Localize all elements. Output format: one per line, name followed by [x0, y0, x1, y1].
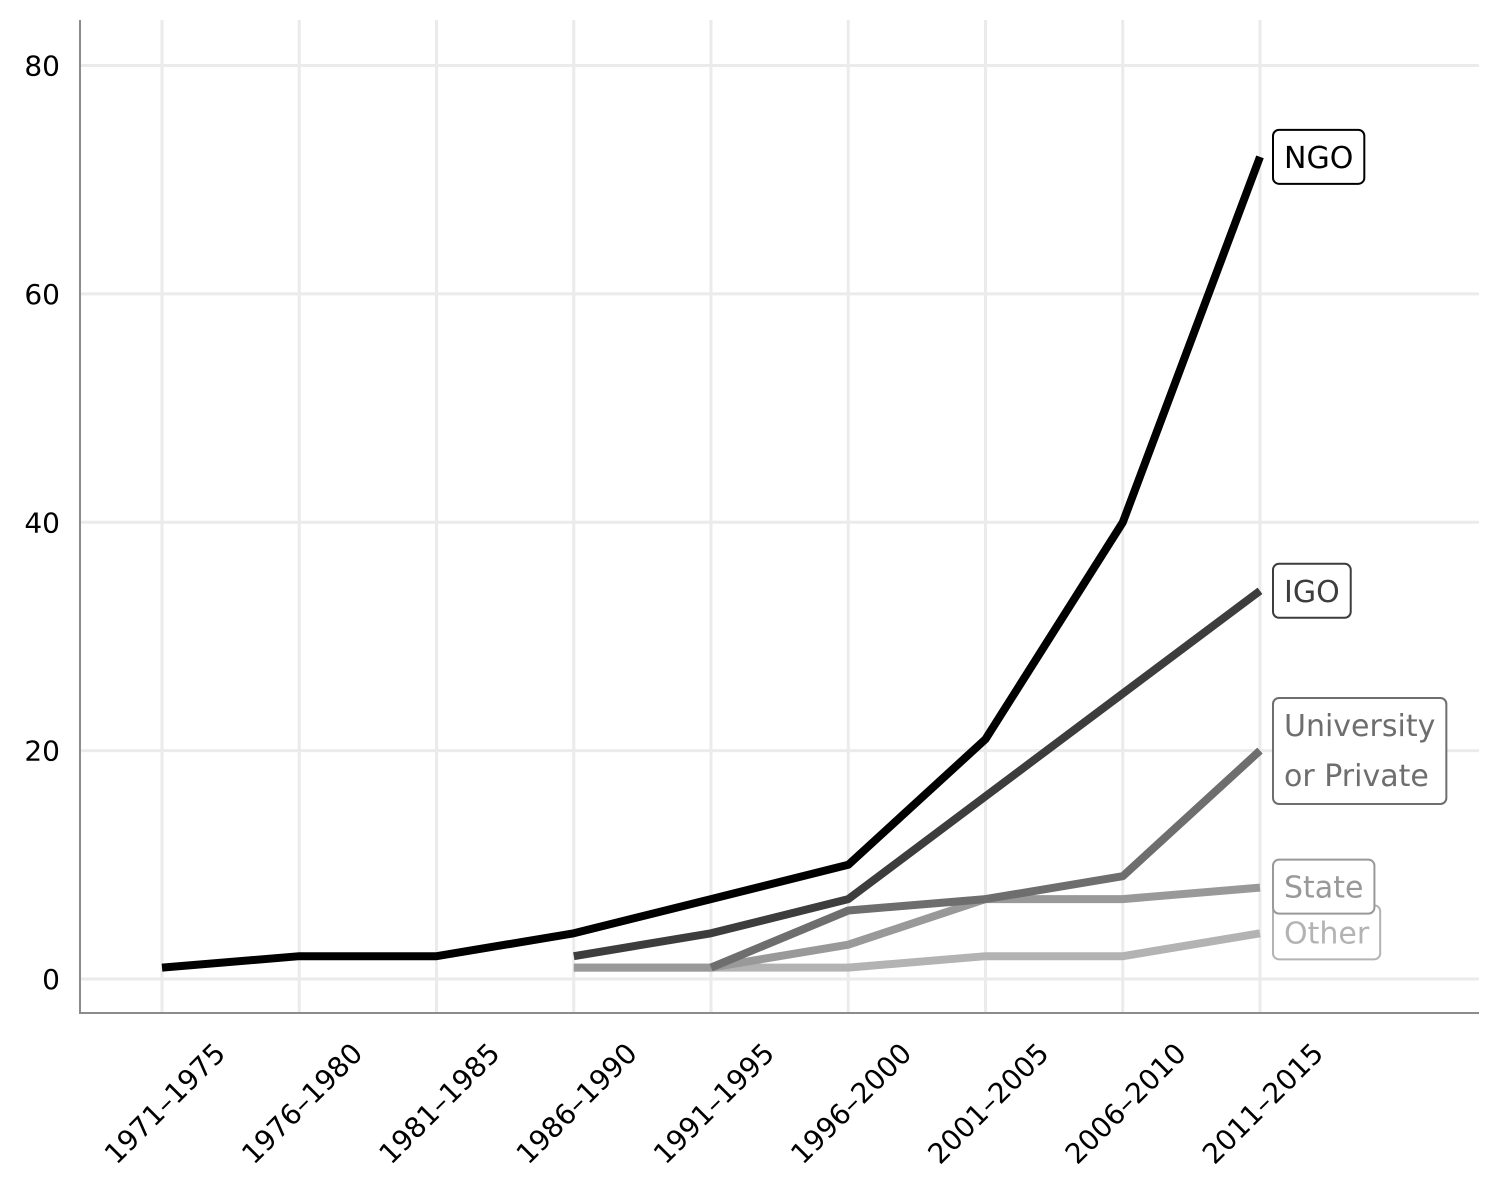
series-label-igo: IGO	[1272, 562, 1352, 619]
series-label-text: or Private	[1284, 759, 1429, 794]
series-label-university-or-private: University or Private	[1272, 697, 1448, 805]
y-tick-label: 0	[42, 963, 60, 996]
x-tick-label: 2006–2010	[1059, 1037, 1193, 1171]
x-tick-label: 1981–1985	[372, 1037, 506, 1171]
series-label-text: State	[1284, 871, 1363, 906]
series-line-university-or-private	[709, 747, 1263, 972]
series-label-text: University	[1284, 709, 1435, 744]
y-tick-label: 80	[24, 50, 60, 83]
series-labels: Other State University or Private IGO NGO	[1272, 128, 1448, 961]
series-line-igo	[573, 587, 1263, 961]
series-label-box	[1272, 697, 1448, 805]
series-label-ngo: NGO	[1272, 128, 1366, 185]
x-tick-label: 1991–1995	[647, 1037, 781, 1171]
series-line-state	[573, 883, 1261, 972]
series-label-text: Other	[1284, 916, 1370, 951]
axes	[79, 20, 1479, 1014]
x-tick-label: 2001–2005	[921, 1037, 1055, 1171]
series-label-box	[1272, 562, 1352, 619]
x-tick-label: 2011–2015	[1196, 1037, 1330, 1171]
y-tick-label: 40	[24, 506, 60, 539]
y-gridlines	[80, 64, 1479, 981]
x-gridlines	[160, 20, 1262, 1013]
x-tick-label: 1986–1990	[510, 1037, 644, 1171]
series-label-box	[1272, 128, 1366, 185]
y-tick-label: 60	[24, 278, 60, 311]
series-label-text: NGO	[1284, 141, 1353, 176]
series-lines	[161, 155, 1264, 972]
series-line-ngo	[161, 155, 1264, 972]
series-label-other: Other	[1272, 904, 1382, 961]
x-tick-label: 1996–2000	[784, 1037, 918, 1171]
y-tick-labels: 0 20 40 60 80	[24, 50, 60, 997]
x-tick-label: 1971–1975	[98, 1037, 232, 1171]
x-tick-label: 1976–1980	[235, 1037, 369, 1171]
y-tick-label: 20	[24, 735, 60, 768]
series-label-state: State	[1272, 858, 1376, 915]
x-tick-labels: 1971–1975 1976–1980 1981–1985 1986–1990 1991…	[98, 1037, 1330, 1171]
series-label-box	[1272, 858, 1376, 915]
series-label-text: IGO	[1284, 575, 1340, 610]
